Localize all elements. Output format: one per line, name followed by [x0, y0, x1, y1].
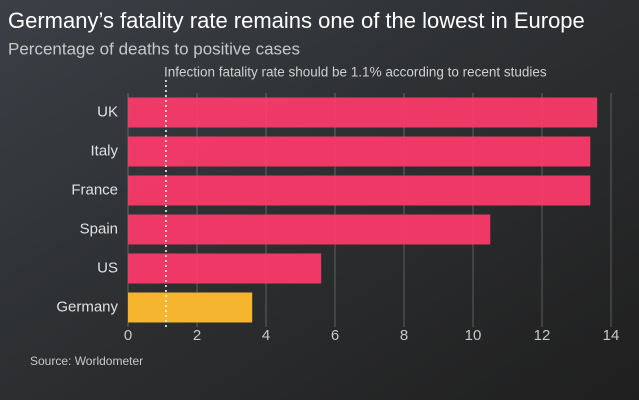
x-tick-label: 14	[603, 327, 620, 344]
x-tick-label: 8	[400, 327, 408, 344]
x-tick-label: 12	[534, 327, 551, 344]
reference-label: Infection fatality rate should be 1.1% a…	[164, 65, 547, 80]
bar	[128, 292, 253, 323]
bar	[128, 175, 591, 206]
bar	[128, 136, 591, 167]
x-tick-label: 6	[331, 327, 339, 344]
chart-subtitle: Percentage of deaths to positive cases	[8, 39, 300, 58]
x-tick-label: 4	[262, 327, 270, 344]
x-tick-label: 10	[465, 327, 482, 344]
source: Source: Worldometer	[30, 354, 143, 368]
y-tick-label: US	[97, 259, 118, 276]
y-tick-label: UK	[97, 103, 118, 120]
x-tick-label: 0	[124, 327, 132, 344]
bar	[128, 253, 322, 284]
y-tick-label: France	[71, 181, 118, 198]
bar	[128, 97, 598, 128]
bar	[128, 214, 491, 245]
y-tick-label: Germany	[56, 298, 118, 315]
x-tick-label: 2	[193, 327, 201, 344]
y-tick-label: Italy	[90, 142, 118, 159]
y-tick-label: Spain	[80, 220, 118, 237]
chart-title: Germany’s fatality rate remains one of t…	[8, 8, 585, 33]
